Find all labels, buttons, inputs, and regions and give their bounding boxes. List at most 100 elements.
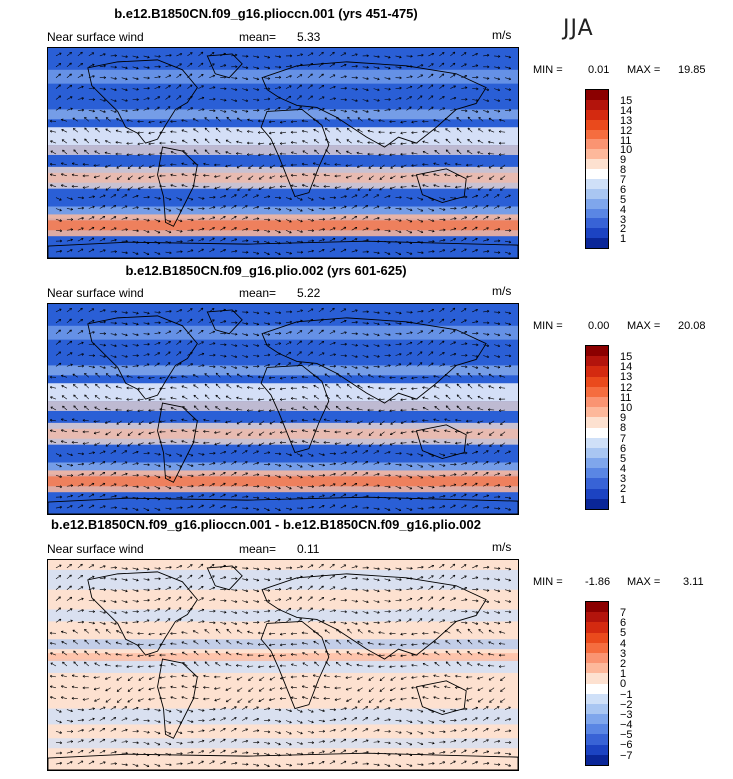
wind-arrow (77, 597, 84, 601)
wind-arrow (165, 586, 172, 590)
wind-arrow (236, 420, 243, 425)
wind-arrow (351, 309, 358, 313)
wind-arrow (126, 398, 133, 401)
wind-arrow (329, 307, 335, 313)
wind-arrow (121, 472, 128, 476)
wind-arrow (55, 219, 62, 222)
wind-arrow (49, 173, 57, 177)
wind-arrow (318, 248, 325, 253)
wind-arrow (313, 384, 319, 389)
wind-arrow (494, 739, 501, 743)
wind-arrow (231, 205, 237, 209)
wind-arrow (417, 720, 424, 724)
wind-arrow (198, 85, 204, 89)
colorbar-swatch (586, 458, 608, 469)
wind-arrow (187, 740, 194, 744)
wind-arrow (236, 164, 243, 169)
wind-arrow (439, 484, 446, 488)
panel-2-title: b.e12.B1850CN.f09_g16.plio.002 (yrs 601-… (125, 263, 407, 278)
wind-arrow (231, 366, 238, 369)
colorbar-swatch (586, 198, 608, 209)
wind-arrow (121, 194, 128, 198)
wind-arrow (417, 709, 424, 713)
wind-arrow (198, 574, 204, 580)
colorbar-tick-label: 9 (620, 412, 627, 425)
wind-arrow (71, 173, 78, 177)
wind-arrow (242, 762, 249, 766)
wind-arrow (400, 697, 407, 701)
wind-arrow (231, 483, 237, 487)
wind-arrow (450, 364, 457, 368)
wind-arrow (264, 589, 271, 592)
wind-arrow (384, 718, 391, 722)
wind-arrow (307, 197, 314, 201)
wind-arrow (477, 420, 484, 424)
wind-arrow (176, 351, 182, 356)
colorbar-swatch (586, 744, 608, 755)
wind-arrow (439, 73, 445, 78)
wind-arrow (214, 186, 221, 190)
wind-arrow (318, 574, 324, 580)
wind-arrow (482, 205, 489, 209)
wind-arrow (242, 365, 249, 369)
wind-arrow (93, 164, 100, 167)
wind-arrow (268, 654, 276, 658)
wind-arrow (274, 567, 282, 571)
wind-arrow (483, 53, 490, 57)
wind-arrow (248, 164, 254, 169)
wind-arrow (422, 163, 429, 166)
wind-arrow (159, 184, 166, 188)
wind-arrow (231, 53, 238, 57)
wind-arrow (406, 208, 413, 212)
wind-arrow (329, 341, 336, 345)
wind-arrow (334, 186, 341, 189)
wind-arrow (198, 620, 205, 623)
wind-arrow (368, 186, 374, 191)
wind-arrow (384, 473, 391, 477)
wind-arrow (472, 587, 479, 591)
wind-arrow (94, 150, 100, 155)
wind-arrow (417, 64, 424, 68)
wind-arrow (455, 686, 462, 689)
wind-arrow (110, 65, 117, 69)
wind-arrow (121, 228, 128, 231)
wind-arrow (253, 610, 260, 614)
wind-arrow (220, 450, 227, 454)
wind-arrow (94, 698, 100, 702)
panel-3-mean-value: 0.11 (297, 542, 320, 556)
wind-arrow (176, 453, 183, 457)
wind-arrow (181, 685, 188, 689)
colorbar-tick-label: 12 (620, 381, 633, 394)
colorbar-tick-label: 9 (620, 154, 627, 167)
wind-arrow (121, 740, 128, 743)
wind-arrow (132, 485, 139, 489)
wind-arrow (159, 164, 166, 168)
wind-arrow (314, 661, 320, 667)
wind-arrow (220, 564, 226, 569)
wind-arrow (187, 239, 194, 242)
wind-arrow (170, 386, 177, 390)
wind-arrow (378, 631, 385, 634)
wind-arrow (504, 763, 511, 767)
wind-arrow (373, 450, 380, 454)
wind-arrow (50, 696, 57, 699)
wind-arrow (395, 66, 402, 69)
wind-arrow (198, 217, 205, 221)
wind-arrow (88, 195, 95, 199)
colorbar-tick-label: 15 (620, 95, 633, 107)
wind-arrow (192, 685, 199, 689)
wind-arrow (357, 175, 363, 180)
wind-arrow (61, 139, 68, 144)
wind-arrow (504, 322, 511, 326)
wind-arrow (143, 218, 150, 222)
wind-arrow (384, 108, 391, 112)
wind-arrow (264, 66, 271, 70)
wind-arrow (450, 750, 456, 754)
panel-1-max-label: MAX = (627, 64, 661, 76)
wind-arrow (55, 618, 62, 623)
wind-arrow (231, 216, 237, 220)
wind-arrow (143, 207, 150, 211)
wind-arrow (279, 152, 286, 156)
wind-arrow (466, 687, 473, 691)
wind-arrow (154, 208, 161, 212)
